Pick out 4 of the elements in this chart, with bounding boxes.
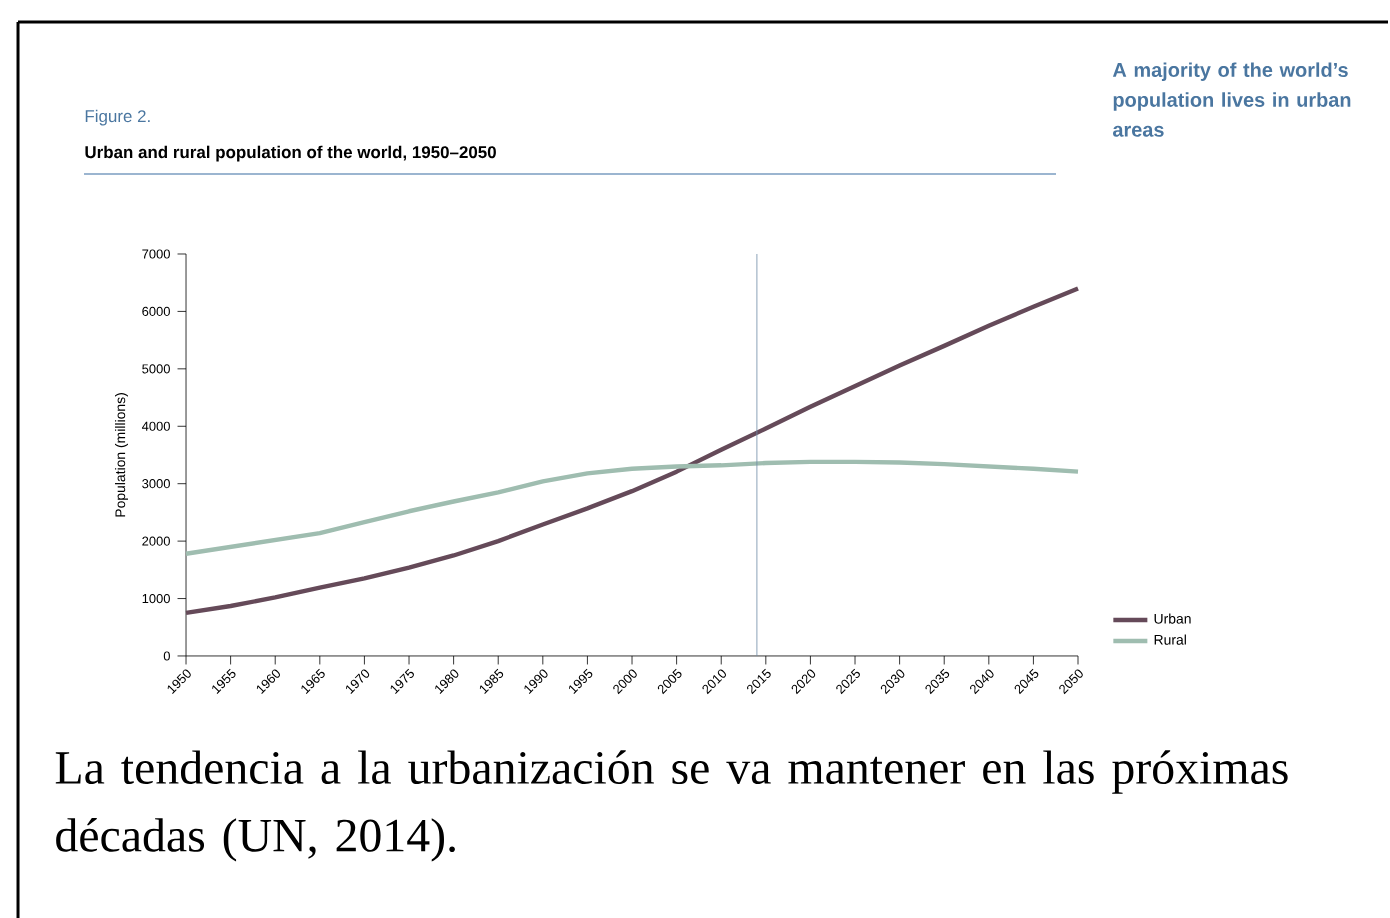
chart-title: Urban and rural population of the world, 1950–2050 <box>85 145 496 162</box>
text: A majority of the world’s population lives in urban areas <box>1112 62 1351 137</box>
text: La tendencia a la urbanización se va mantener en las próximas décadas (UN, 2014). <box>55 750 1288 862</box>
chart-subtitle: Figure 2. <box>85 109 150 126</box>
